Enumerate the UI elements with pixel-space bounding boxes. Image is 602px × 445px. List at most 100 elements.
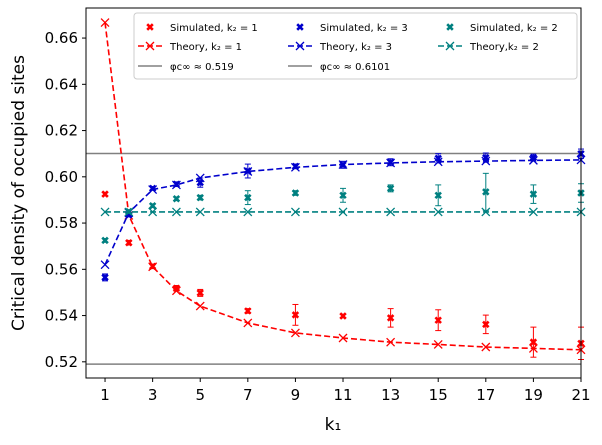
simulated-point	[529, 190, 538, 198]
simulated-point	[244, 307, 252, 315]
simulated-point	[434, 191, 442, 200]
simulated-point	[196, 178, 204, 187]
theory-point	[433, 340, 443, 349]
theory-point	[338, 207, 348, 217]
simulated-point	[196, 289, 204, 297]
simulated-point	[101, 190, 109, 198]
legend: Simulated, k₂ = 1 Simulated, k₂ = 3 Simula…	[133, 12, 578, 80]
legend-entry-7: φc∞ ≈ 0.519	[138, 62, 234, 73]
theory-point	[290, 207, 300, 217]
theory-point	[386, 337, 396, 347]
y-tick-label: 0.60	[45, 168, 78, 186]
x-tick-label: 3	[148, 386, 158, 404]
x-tick-label: 17	[476, 386, 495, 404]
x-axis-label: k₁	[325, 415, 342, 435]
simulated-point	[339, 191, 347, 200]
theory-point	[433, 207, 443, 217]
theory-point	[528, 207, 538, 217]
legend-label: Theory, k₂ = 3	[319, 42, 392, 53]
theory-point	[338, 333, 348, 343]
legend-marker	[145, 41, 155, 51]
simulated-point	[125, 238, 133, 247]
simulated-point	[291, 311, 300, 319]
legend-marker	[445, 41, 455, 51]
simulated-point	[386, 314, 395, 322]
theory-point	[290, 328, 300, 338]
theory-point	[148, 207, 158, 217]
x-tick-label: 7	[243, 386, 253, 404]
x-tick-label: 21	[571, 386, 590, 404]
theory-point	[195, 207, 205, 217]
theory-point	[481, 207, 491, 217]
y-tick-label: 0.64	[45, 75, 78, 93]
y-tick-label: 0.58	[45, 214, 78, 232]
legend-entry-6: Theory,k₂ = 2	[438, 41, 539, 53]
theory-point	[481, 342, 491, 352]
y-axis-label: Critical density of occupied sites	[9, 55, 29, 331]
simulated-point	[482, 153, 490, 162]
legend-marker	[296, 23, 304, 31]
legend-label: φc∞ ≈ 0.519	[170, 62, 234, 73]
legend-label: φc∞ ≈ 0.6101	[320, 62, 390, 73]
simulated-point	[172, 284, 181, 292]
y-tick-label: 0.56	[45, 260, 78, 278]
simulated-point	[101, 236, 109, 245]
simulated-point	[482, 320, 490, 329]
y-tick-label: 0.52	[45, 353, 78, 371]
legend-entry-5: Theory, k₂ = 3	[288, 41, 392, 53]
legend-entry-1: Simulated, k₂ = 1	[146, 23, 258, 34]
legend-entry-2: Simulated, k₂ = 3	[296, 23, 408, 34]
simulated-point	[434, 316, 442, 324]
simulated-point	[386, 184, 395, 193]
simulated-point	[339, 312, 347, 320]
theory-point	[100, 207, 110, 217]
legend-entry-3: Simulated, k₂ = 2	[446, 23, 558, 34]
legend-marker	[295, 41, 305, 51]
x-tick-label: 13	[381, 386, 400, 404]
simulated-point	[172, 180, 181, 188]
simulated-point	[529, 153, 538, 162]
theory-point	[195, 301, 205, 311]
y-tick-label: 0.62	[45, 122, 78, 140]
x-tick-label: 5	[195, 386, 205, 404]
simulated-point	[148, 201, 157, 210]
theory-point	[171, 207, 181, 217]
simulated-point	[196, 193, 204, 202]
legend-label: Theory,k₂ = 2	[469, 42, 539, 53]
simulated-point	[148, 184, 157, 193]
simulated-series-1	[101, 190, 585, 360]
simulated-point	[529, 338, 538, 346]
plot-frame	[85, 7, 582, 379]
simulated-point	[244, 193, 252, 202]
x-tick-label: 11	[333, 386, 352, 404]
simulated-point	[125, 207, 133, 216]
theory-series-3	[100, 207, 586, 217]
simulated-point	[339, 161, 347, 169]
x-tick-label: 9	[291, 386, 301, 404]
theory-point	[243, 207, 253, 217]
simulated-point	[101, 273, 109, 282]
legend-entry-4: Theory, k₂ = 1	[138, 41, 242, 53]
simulated-point	[482, 188, 490, 196]
x-tick-label: 15	[429, 386, 448, 404]
theory-point	[243, 318, 253, 328]
simulated-point	[172, 195, 181, 203]
y-tick-label: 0.66	[45, 29, 78, 47]
x-axis: 1 3 5 7 9 11 13 15 17 19 21	[100, 378, 591, 404]
simulated-point	[148, 262, 157, 271]
theory-point	[100, 18, 110, 28]
legend-box	[133, 12, 578, 80]
simulated-point	[434, 154, 442, 163]
simulated-point	[244, 167, 252, 175]
y-axis: 0.52 0.54 0.56 0.58 0.60 0.62 0.64 0.66	[45, 29, 86, 371]
simulated-point	[291, 162, 300, 171]
y-tick-label: 0.54	[45, 307, 78, 325]
simulated-point	[386, 158, 395, 166]
legend-label: Simulated, k₂ = 2	[470, 23, 558, 34]
theory-point	[386, 207, 396, 217]
legend-label: Simulated, k₂ = 3	[320, 23, 408, 34]
x-tick-label: 19	[524, 386, 543, 404]
x-tick-label: 1	[100, 386, 110, 404]
legend-marker	[446, 23, 454, 31]
